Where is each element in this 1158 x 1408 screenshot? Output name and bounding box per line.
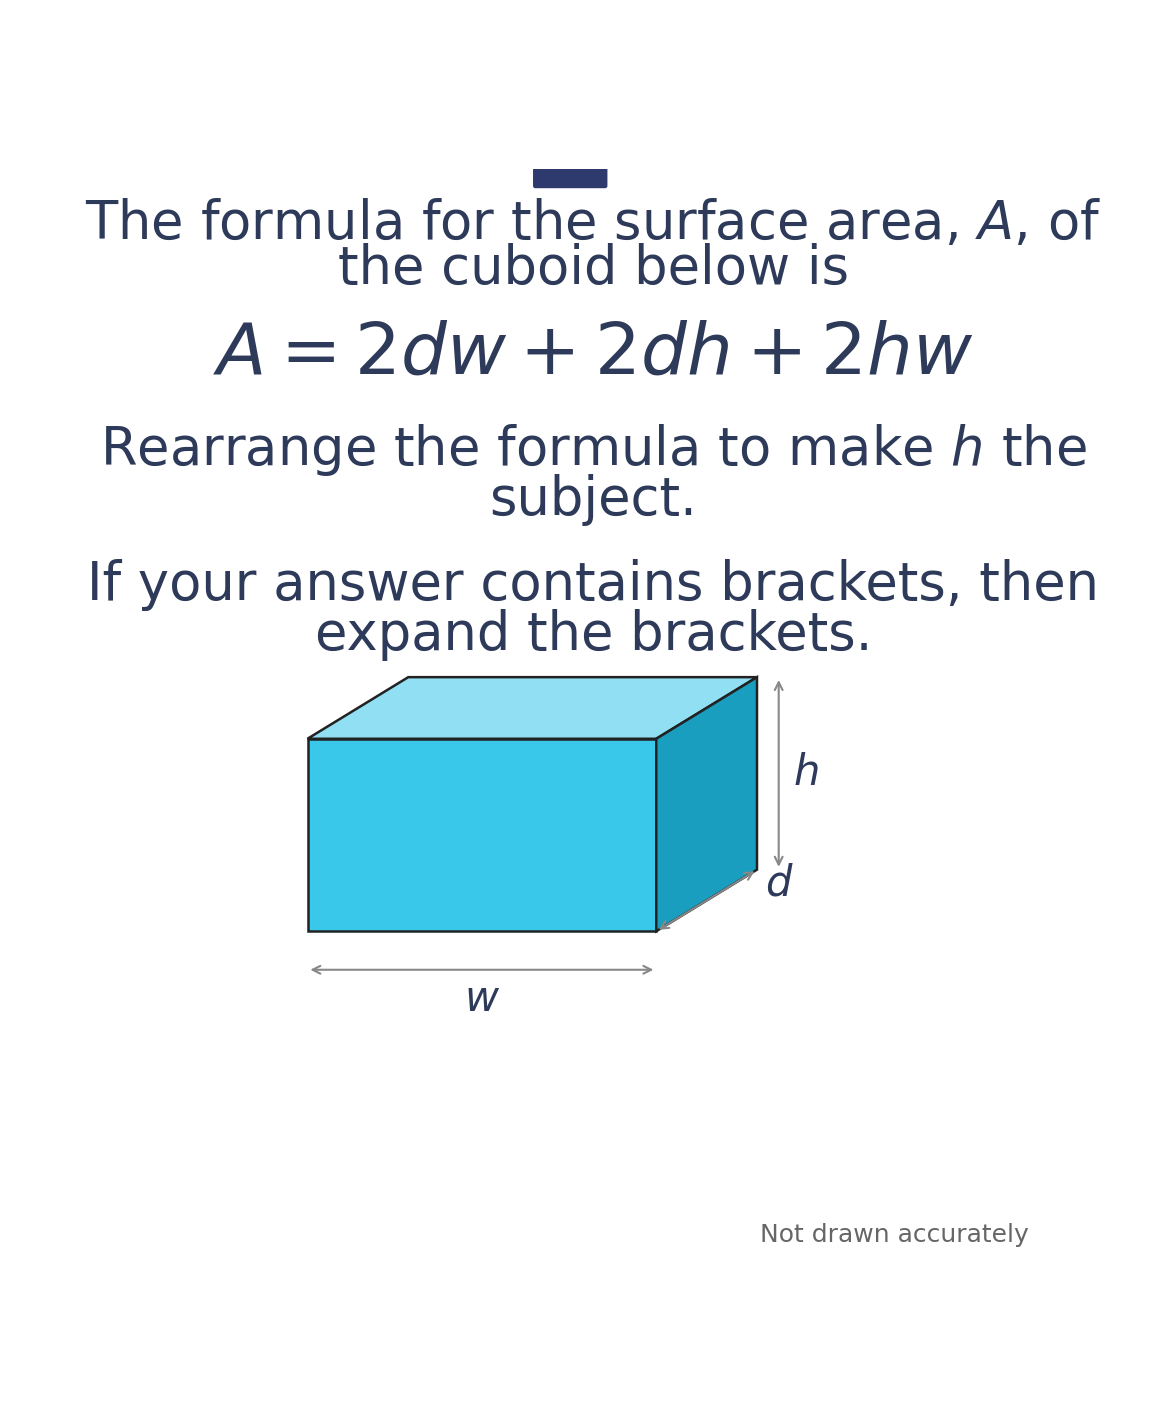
Text: $\mathit{h}$: $\mathit{h}$ <box>792 752 819 794</box>
Text: subject.: subject. <box>490 474 697 527</box>
Text: $\mathit{w}$: $\mathit{w}$ <box>464 979 500 1019</box>
Text: The formula for the surface area, $\mathit{A}$, of: The formula for the surface area, $\math… <box>86 199 1101 251</box>
Text: expand the brackets.: expand the brackets. <box>315 608 872 660</box>
Text: If your answer contains brackets, then: If your answer contains brackets, then <box>88 559 1099 611</box>
Polygon shape <box>308 739 657 931</box>
Text: the cuboid below is: the cuboid below is <box>338 244 849 296</box>
Text: Not drawn accurately: Not drawn accurately <box>760 1224 1028 1247</box>
Text: $\mathit{A} = 2\mathit{dw} + 2\mathit{dh} + 2\mathit{hw}$: $\mathit{A} = 2\mathit{dw} + 2\mathit{dh… <box>213 318 974 389</box>
Polygon shape <box>308 677 757 739</box>
Text: $\mathit{d}$: $\mathit{d}$ <box>764 863 793 904</box>
Text: Rearrange the formula to make $\mathit{h}$ the: Rearrange the formula to make $\mathit{h… <box>100 422 1087 477</box>
FancyBboxPatch shape <box>533 166 608 189</box>
Polygon shape <box>657 677 757 931</box>
